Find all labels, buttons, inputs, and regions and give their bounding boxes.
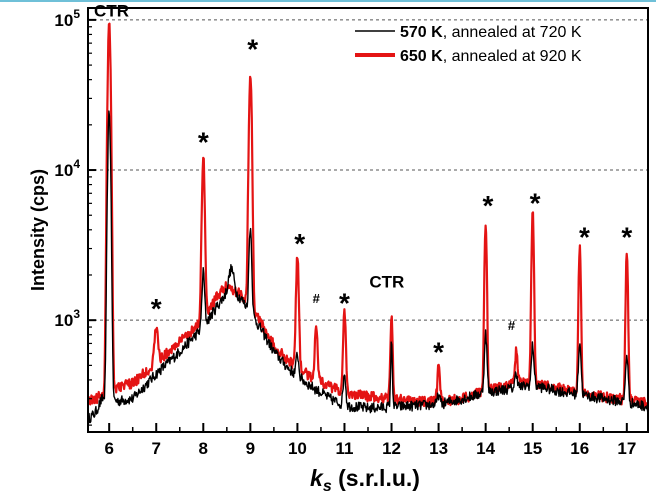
x-tick-label-10: 16 (570, 439, 589, 458)
y-tick-exp-1: 4 (73, 157, 80, 171)
peak-hash-6: # (313, 291, 321, 306)
series-group (86, 22, 649, 424)
y-tick-label-2: 105 (54, 7, 80, 30)
x-axis-label-units: (s.r.l.u.) (332, 465, 420, 491)
peak-star-8: * (433, 337, 444, 368)
x-tick-label-3: 9 (246, 439, 255, 458)
legend-label-650k-bold: 650 K (400, 48, 443, 65)
legend: 570 K, annealed at 720 K 650 K, annealed… (355, 24, 582, 65)
x-tick-label-0: 6 (104, 439, 113, 458)
y-tick-label-1: 104 (54, 157, 80, 180)
peak-star-11: * (530, 187, 541, 218)
legend-label-570k: 570 K, annealed at 720 K (400, 24, 582, 41)
ctr-label-1: CTR (369, 273, 404, 292)
x-tick-label-2: 8 (199, 439, 208, 458)
x-tick-label-11: 17 (617, 439, 636, 458)
x-tick-label-4: 10 (288, 439, 307, 458)
x-axis-label: ks (s.r.l.u.) (310, 465, 420, 493)
peak-star-2: * (151, 293, 162, 324)
peak-star-12: * (579, 222, 590, 253)
x-tick-label-1: 7 (152, 439, 161, 458)
x-tick-label-6: 12 (382, 439, 401, 458)
peak-star-7: * (339, 287, 350, 318)
x-axis-label-subscript: s (323, 478, 332, 493)
series-line-1 (86, 22, 649, 409)
x-tick-label-5: 11 (335, 439, 353, 458)
peak-hash-10: # (508, 318, 516, 333)
peak-star-3: * (198, 127, 209, 158)
legend-label-650k: 650 K, annealed at 920 K (400, 48, 582, 65)
legend-label-650k-rest: , annealed at 920 K (443, 48, 582, 65)
x-axis-label-k: k (310, 465, 324, 491)
x-tick-label-9: 15 (523, 439, 542, 458)
plot-frame (87, 7, 649, 433)
y-tick-exp-0: 3 (73, 307, 80, 321)
peak-star-9: * (483, 190, 494, 221)
y-axis-label: Intensity (cps) (28, 169, 48, 291)
y-tick-base-2: 10 (54, 11, 73, 30)
ctr-label-0: CTR (94, 2, 129, 21)
peak-star-13: * (621, 222, 632, 253)
legend-label-570k-bold: 570 K (400, 24, 443, 41)
peak-star-5: * (294, 228, 305, 259)
peak-star-4: * (247, 34, 258, 65)
y-tick-exp-2: 5 (73, 7, 80, 21)
legend-label-570k-rest: , annealed at 720 K (443, 24, 582, 41)
x-tick-label-8: 14 (476, 439, 495, 458)
y-tick-base-0: 10 (54, 311, 73, 330)
x-tick-label-7: 13 (429, 439, 448, 458)
series-line-0 (87, 110, 649, 424)
annotations: CTR CTR * * * * # * * * # * * * (94, 2, 632, 368)
y-tick-base-1: 10 (54, 161, 73, 180)
y-tick-label-0: 103 (54, 307, 80, 330)
